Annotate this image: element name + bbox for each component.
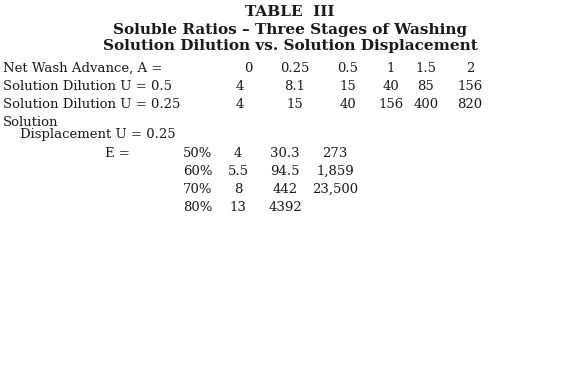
Text: 2: 2 (466, 62, 474, 75)
Text: 1,859: 1,859 (316, 165, 354, 178)
Text: 4: 4 (236, 98, 244, 111)
Text: 273: 273 (322, 147, 347, 160)
Text: TABLE  III: TABLE III (245, 5, 335, 19)
Text: 4392: 4392 (268, 201, 302, 214)
Text: 15: 15 (287, 98, 303, 111)
Text: 5.5: 5.5 (227, 165, 248, 178)
Text: 156: 156 (378, 98, 404, 111)
Text: 0: 0 (244, 62, 252, 75)
Text: 30.3: 30.3 (270, 147, 300, 160)
Text: 13: 13 (230, 201, 246, 214)
Text: Net Wash Advance, A =: Net Wash Advance, A = (3, 62, 162, 75)
Text: 23,500: 23,500 (312, 183, 358, 196)
Text: 85: 85 (418, 80, 434, 93)
Text: 60%: 60% (183, 165, 213, 178)
Text: 0.25: 0.25 (280, 62, 310, 75)
Text: 8.1: 8.1 (285, 80, 306, 93)
Text: 442: 442 (273, 183, 298, 196)
Text: Solution: Solution (3, 116, 59, 129)
Text: 40: 40 (383, 80, 400, 93)
Text: E =: E = (105, 147, 130, 160)
Text: 15: 15 (340, 80, 356, 93)
Text: 80%: 80% (183, 201, 213, 214)
Text: 70%: 70% (183, 183, 213, 196)
Text: 820: 820 (458, 98, 483, 111)
Text: Solution Dilution U = 0.5: Solution Dilution U = 0.5 (3, 80, 172, 93)
Text: 4: 4 (236, 80, 244, 93)
Text: 4: 4 (234, 147, 242, 160)
Text: 1.5: 1.5 (415, 62, 437, 75)
Text: 50%: 50% (183, 147, 213, 160)
Text: Solution Dilution vs. Solution Displacement: Solution Dilution vs. Solution Displacem… (103, 39, 477, 53)
Text: 0.5: 0.5 (338, 62, 358, 75)
Text: 40: 40 (340, 98, 356, 111)
Text: Displacement U = 0.25: Displacement U = 0.25 (3, 128, 176, 141)
Text: Soluble Ratios – Three Stages of Washing: Soluble Ratios – Three Stages of Washing (113, 23, 467, 37)
Text: 1: 1 (387, 62, 395, 75)
Text: 8: 8 (234, 183, 242, 196)
Text: 94.5: 94.5 (270, 165, 300, 178)
Text: 156: 156 (458, 80, 483, 93)
Text: Solution Dilution U = 0.25: Solution Dilution U = 0.25 (3, 98, 180, 111)
Text: 400: 400 (414, 98, 438, 111)
